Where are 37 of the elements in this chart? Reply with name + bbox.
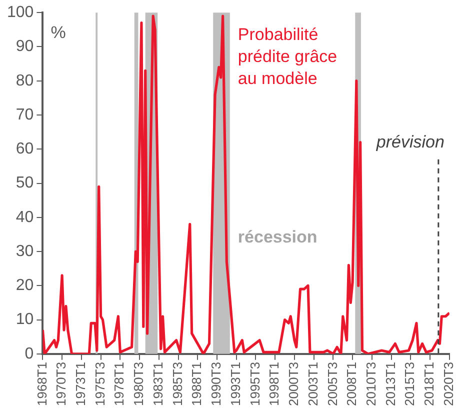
y-axis-title: % bbox=[50, 22, 66, 42]
x-tick-label: 2018T1 bbox=[422, 362, 437, 406]
annotation: récession bbox=[238, 228, 318, 247]
y-tick-label: 30 bbox=[16, 242, 34, 260]
y-tick-label: 70 bbox=[16, 106, 34, 124]
x-tick-label: 1985T3 bbox=[170, 362, 185, 406]
y-tick-label: 40 bbox=[16, 208, 34, 226]
x-tick-label: 1995T3 bbox=[247, 362, 262, 406]
ref-line-label: prévision bbox=[375, 132, 444, 152]
x-tick-label: 2003T1 bbox=[305, 362, 320, 406]
y-tick-label: 60 bbox=[16, 140, 34, 158]
x-tick-label: 2008T1 bbox=[344, 362, 360, 406]
x-tick-label: 1975T3 bbox=[92, 362, 108, 406]
y-tick-label: 0 bbox=[24, 345, 34, 362]
x-tick-label: 1968T1 bbox=[34, 362, 50, 406]
y-tick-label: 90 bbox=[16, 38, 34, 56]
y-tick-label: 100 bbox=[6, 4, 34, 22]
x-tick-label: 2005T3 bbox=[324, 362, 340, 406]
y-tick-label: 50 bbox=[16, 174, 34, 192]
y-tick-label: 20 bbox=[16, 277, 34, 294]
x-tick-label: 2013T1 bbox=[382, 362, 398, 406]
x-tick-label: 1970T3 bbox=[54, 362, 69, 406]
x-tick-label: 2000T3 bbox=[286, 362, 302, 406]
x-tick-label: 1993T1 bbox=[228, 362, 243, 406]
x-tick-label: 1980T3 bbox=[131, 362, 146, 406]
x-tick-label: 2015T3 bbox=[402, 362, 418, 406]
x-tick-label: 1978T1 bbox=[112, 362, 127, 406]
y-tick-label: 80 bbox=[16, 72, 34, 90]
x-tick-label: 1983T1 bbox=[150, 362, 166, 406]
y-tick-label: 10 bbox=[16, 311, 34, 328]
x-tick-label: 1990T3 bbox=[208, 362, 224, 406]
series-label: Probabilité prédite grâce au modèle bbox=[238, 24, 338, 88]
x-tick-label: 2020T3 bbox=[440, 362, 456, 406]
x-tick-label: 2010T3 bbox=[364, 362, 379, 406]
x-tick-label: 1973T1 bbox=[73, 362, 88, 406]
x-tick-label: 1998T1 bbox=[266, 362, 282, 406]
x-tick-label: 1988T1 bbox=[189, 362, 204, 406]
